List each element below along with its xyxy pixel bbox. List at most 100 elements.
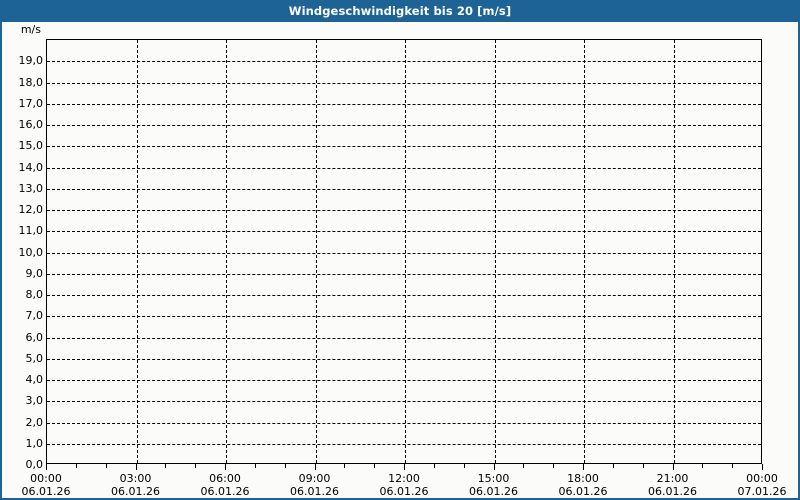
gridline-vertical bbox=[315, 40, 317, 463]
x-axis-minor-tick bbox=[254, 464, 256, 468]
x-tick-date: 06.01.26 bbox=[379, 485, 429, 498]
y-axis-tick-label: 15,0 bbox=[18, 139, 44, 153]
gridline-horizontal bbox=[47, 146, 761, 148]
x-tick-time: 00:00 bbox=[746, 472, 778, 485]
gridline-horizontal bbox=[47, 380, 761, 381]
gridline-horizontal bbox=[47, 167, 761, 169]
x-tick-time: 18:00 bbox=[567, 472, 599, 485]
x-axis-tick-label: 03:00 06.01.26 bbox=[91, 472, 181, 498]
gridline-horizontal bbox=[47, 252, 761, 254]
gridline-vertical bbox=[136, 40, 138, 463]
y-axis-tick-label: 14,0 bbox=[18, 160, 44, 174]
x-axis-minor-tick bbox=[553, 464, 555, 468]
x-axis-minor-tick bbox=[523, 464, 525, 468]
gridline-horizontal bbox=[47, 316, 761, 318]
gridline-vertical bbox=[673, 40, 675, 463]
y-axis-unit-label: m/s bbox=[20, 23, 41, 36]
x-axis-major-tick bbox=[672, 464, 674, 470]
x-axis-tick-label: 06:00 06.01.26 bbox=[180, 472, 270, 498]
x-axis-major-tick bbox=[404, 464, 405, 470]
x-tick-time: 03:00 bbox=[119, 472, 152, 485]
x-axis-minor-tick bbox=[702, 464, 704, 468]
x-axis-major-tick bbox=[135, 464, 137, 470]
y-axis-tick-label: 9,0 bbox=[25, 266, 44, 280]
x-axis-minor-tick bbox=[642, 464, 644, 468]
x-axis-minor-tick bbox=[105, 464, 107, 468]
x-tick-date: 06.01.26 bbox=[469, 485, 518, 498]
x-tick-time: 15:00 bbox=[477, 472, 510, 485]
x-tick-time: 06:00 bbox=[209, 472, 241, 485]
gridline-horizontal bbox=[47, 210, 761, 211]
gridline-horizontal bbox=[47, 358, 761, 360]
x-axis-minor-tick bbox=[284, 464, 286, 468]
gridline-vertical bbox=[405, 40, 406, 463]
gridline-horizontal bbox=[47, 125, 761, 126]
gridline-horizontal bbox=[47, 295, 761, 296]
x-axis-tick-label: 21:00 06.01.26 bbox=[628, 472, 718, 498]
gridline-horizontal bbox=[47, 273, 761, 275]
x-axis-major-tick bbox=[583, 464, 584, 470]
x-axis-major-tick bbox=[225, 464, 226, 470]
gridline-horizontal bbox=[47, 61, 761, 63]
y-axis-tick-label: 11,0 bbox=[18, 224, 44, 238]
x-axis-minor-tick bbox=[165, 464, 167, 468]
x-axis-tick-label: 15:00 06.01.26 bbox=[449, 472, 539, 498]
gridline-vertical bbox=[226, 40, 227, 463]
x-axis-major-tick bbox=[493, 464, 495, 470]
x-axis-minor-tick bbox=[463, 464, 465, 468]
chart-canvas: m/s 0,0 1,0 2,0 3,0 4,0 5,0 6,0 7,0 8,0 9,0 10,0 11… bbox=[2, 24, 798, 498]
x-axis-minor-tick bbox=[732, 464, 734, 468]
y-axis-tick-label: 7,0 bbox=[25, 309, 44, 323]
y-axis-tick-label: 17,0 bbox=[18, 96, 44, 110]
gridline-horizontal bbox=[47, 188, 761, 190]
gridline-horizontal bbox=[47, 422, 761, 424]
y-axis-tick-label: 18,0 bbox=[18, 75, 44, 89]
y-axis-tick-label: 2,0 bbox=[25, 415, 44, 429]
x-axis-minor-tick bbox=[374, 464, 376, 468]
y-axis-tick-label: 13,0 bbox=[18, 181, 44, 195]
x-tick-date: 07.01.26 bbox=[737, 485, 787, 498]
y-axis-tick-label: 10,0 bbox=[18, 245, 44, 259]
y-axis-tick-label: 12,0 bbox=[18, 203, 44, 216]
plot-area bbox=[46, 39, 762, 464]
x-axis-minor-tick bbox=[195, 464, 197, 468]
gridline-horizontal bbox=[47, 103, 761, 105]
x-tick-time: 12:00 bbox=[388, 472, 420, 485]
x-tick-time: 09:00 bbox=[298, 472, 331, 485]
x-axis-tick-label: 00:00 06.01.26 bbox=[2, 472, 91, 498]
x-axis-tick-label: 09:00 06.01.26 bbox=[270, 472, 360, 498]
x-axis-tick-label: 00:00 07.01.26 bbox=[717, 472, 798, 498]
y-axis-labels: 0,0 1,0 2,0 3,0 4,0 5,0 6,0 7,0 8,0 9,0 10,0 11,0 12… bbox=[2, 39, 44, 470]
x-tick-date: 06.01.26 bbox=[558, 485, 608, 498]
x-axis-tick-label: 12:00 06.01.26 bbox=[359, 472, 449, 498]
x-tick-date: 06.01.26 bbox=[290, 485, 339, 498]
gridline-horizontal bbox=[47, 82, 761, 84]
y-axis-tick-label: 1,0 bbox=[25, 436, 44, 450]
gridline-horizontal bbox=[47, 231, 761, 233]
y-axis-tick-label: 8,0 bbox=[25, 288, 44, 301]
gridline-vertical bbox=[584, 40, 585, 463]
y-axis-tick-label: 0,0 bbox=[25, 458, 44, 471]
x-axis-tick-label: 18:00 06.01.26 bbox=[538, 472, 628, 498]
x-tick-date: 06.01.26 bbox=[200, 485, 250, 498]
x-tick-date: 06.01.26 bbox=[648, 485, 697, 498]
y-axis-tick-label: 6,0 bbox=[25, 330, 44, 344]
x-axis-minor-tick bbox=[433, 464, 435, 468]
x-axis-minor-tick bbox=[344, 464, 346, 468]
page-title: Windgeschwindigkeit bis 20 [m/s] bbox=[288, 4, 512, 18]
gridline-horizontal bbox=[47, 337, 761, 339]
y-axis-tick-label: 5,0 bbox=[25, 351, 44, 365]
window-title-bar: Windgeschwindigkeit bis 20 [m/s] bbox=[2, 2, 798, 22]
y-axis-tick-label: 19,0 bbox=[18, 54, 44, 68]
y-axis-tick-label: 4,0 bbox=[25, 373, 44, 386]
x-axis-major-tick bbox=[762, 464, 763, 470]
x-tick-date: 06.01.26 bbox=[21, 485, 71, 498]
x-axis-major-tick bbox=[46, 464, 47, 470]
x-tick-time: 00:00 bbox=[30, 472, 62, 485]
y-axis-tick-label: 3,0 bbox=[25, 394, 44, 408]
x-tick-date: 06.01.26 bbox=[111, 485, 160, 498]
x-tick-time: 21:00 bbox=[656, 472, 689, 485]
gridline-horizontal bbox=[47, 443, 761, 445]
gridline-vertical bbox=[494, 40, 496, 463]
